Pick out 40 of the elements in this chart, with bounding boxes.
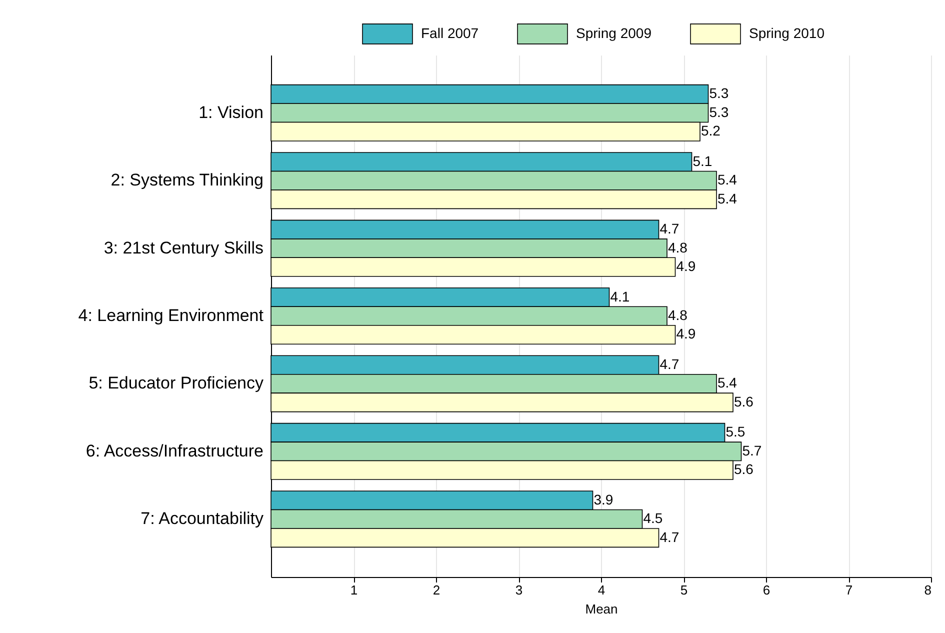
data-label: 5.6 — [734, 461, 754, 478]
y-tick-label: 5: Educator Proficiency — [88, 374, 264, 393]
x-axis-title: Mean — [585, 602, 618, 616]
y-tick-label: 2: Systems Thinking — [110, 170, 264, 190]
x-tick-label: 4 — [598, 582, 606, 598]
legend-label: Spring 2010 — [749, 24, 825, 41]
x-tick-label: 8 — [924, 582, 932, 598]
legend-label: Spring 2009 — [576, 24, 652, 41]
y-tick-label: 6: Access/Infrastructure — [86, 441, 264, 460]
data-label: 4.8 — [668, 307, 688, 323]
data-label: 4.9 — [676, 326, 696, 342]
data-label: 4.5 — [643, 510, 663, 526]
data-label: 5.5 — [726, 424, 746, 440]
data-label: 5.2 — [701, 122, 721, 139]
x-tick-label: 7 — [845, 582, 853, 598]
data-label: 5.4 — [718, 190, 738, 206]
y-tick-label: 4: Learning Environment — [78, 306, 264, 325]
data-label: 5.4 — [718, 172, 738, 188]
data-label: 3.9 — [594, 491, 614, 508]
data-label: 5.3 — [709, 85, 729, 102]
x-tick-label: 1 — [350, 582, 358, 598]
x-tick-label: 2 — [432, 582, 440, 598]
data-label: 5.1 — [692, 152, 712, 169]
data-label: 4.7 — [660, 356, 680, 372]
data-label: 4.7 — [660, 528, 680, 545]
data-label: 5.7 — [742, 442, 762, 458]
y-tick-label: 3: 21st Century Skills — [104, 238, 264, 258]
y-tick-label: 7: Accountability — [140, 509, 264, 528]
legend-label: Fall 2007 — [421, 24, 479, 41]
x-tick-label: 5 — [680, 582, 688, 598]
x-tick-label: 6 — [762, 582, 770, 598]
x-tick-label: 3 — [515, 582, 523, 598]
data-label: 5.6 — [734, 393, 754, 410]
data-label: 4.8 — [668, 239, 688, 256]
data-label: 5.3 — [709, 104, 729, 120]
data-label: 5.4 — [718, 374, 738, 391]
y-tick-label: 1: Vision — [198, 102, 264, 122]
data-label: 4.7 — [660, 220, 680, 237]
data-label: 4.9 — [676, 258, 696, 274]
data-label: 4.1 — [610, 288, 630, 304]
